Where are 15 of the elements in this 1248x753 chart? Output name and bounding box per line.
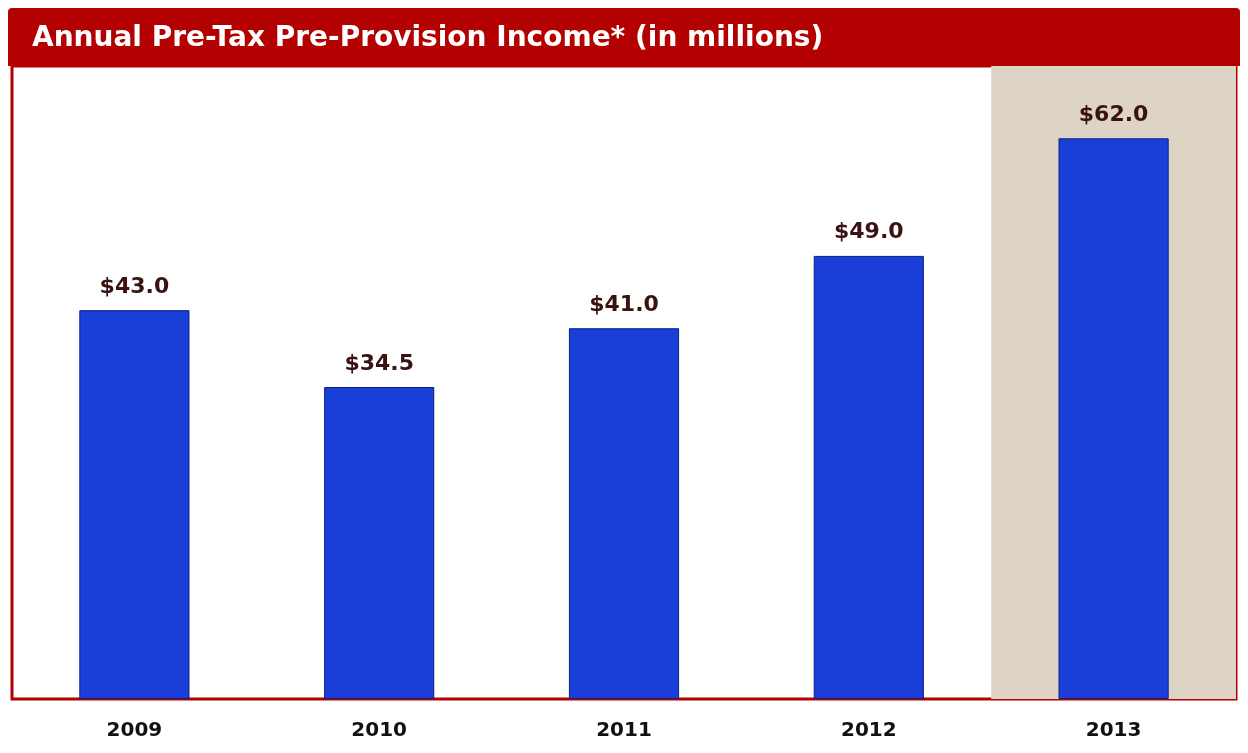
x-tick-label: 2010 — [351, 717, 408, 741]
bar — [324, 387, 435, 699]
data-label: $62.0 — [1078, 100, 1149, 126]
x-tick-label: 2013 — [1085, 717, 1142, 741]
chart-title: Annual Pre-Tax Pre-Provision Income* (in millions) — [8, 8, 1240, 66]
bar — [568, 328, 680, 699]
x-tick-label: 2011 — [596, 717, 652, 741]
bar — [813, 255, 924, 699]
x-tick-label: 2012 — [840, 717, 897, 741]
bar — [79, 310, 190, 699]
data-label: $34.5 — [344, 349, 414, 375]
x-tick-label: 2009 — [106, 717, 163, 741]
data-label: $41.0 — [589, 290, 659, 316]
data-label: $43.0 — [99, 272, 170, 298]
data-label: $49.0 — [834, 218, 904, 244]
